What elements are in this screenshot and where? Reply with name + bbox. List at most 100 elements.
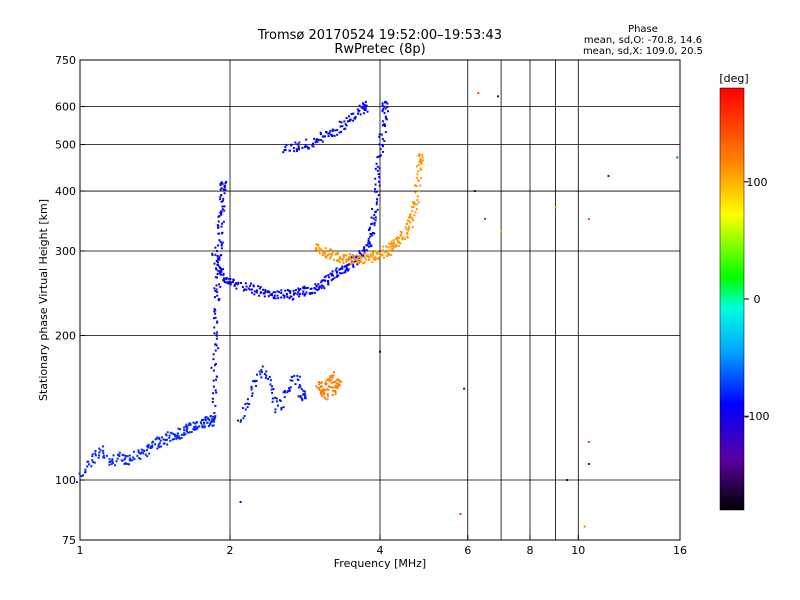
data-point <box>222 279 225 282</box>
data-point <box>157 444 160 447</box>
data-point <box>122 454 125 457</box>
data-point <box>359 259 362 262</box>
data-point <box>368 226 371 229</box>
data-point <box>222 273 225 276</box>
x-tick-label: 10 <box>571 544 585 557</box>
data-point <box>371 261 374 264</box>
data-point <box>168 434 171 437</box>
data-point <box>362 254 365 257</box>
data-point <box>362 103 365 106</box>
data-point <box>269 383 272 386</box>
data-point <box>358 104 361 107</box>
data-point <box>278 291 281 294</box>
data-point <box>214 389 217 392</box>
data-point <box>363 246 366 249</box>
data-point <box>244 403 247 406</box>
data-point <box>317 286 320 289</box>
data-point <box>218 256 221 259</box>
data-point <box>587 217 590 220</box>
y-axis-ticks: 75 100 200 300 400 500 600 750 <box>55 54 85 547</box>
data-point <box>276 404 279 407</box>
data-point <box>415 176 418 179</box>
data-point <box>169 439 172 442</box>
data-point <box>377 180 380 183</box>
data-point <box>384 251 387 254</box>
data-point <box>411 217 414 220</box>
data-point <box>371 251 374 254</box>
data-point <box>194 422 197 425</box>
data-point <box>318 388 321 391</box>
data-point <box>381 102 384 105</box>
data-point <box>158 446 161 449</box>
data-point <box>205 416 208 419</box>
data-point <box>239 420 242 423</box>
data-point <box>242 417 245 420</box>
data-point <box>178 435 181 438</box>
data-point <box>297 378 300 381</box>
data-point <box>378 167 381 170</box>
data-point <box>221 199 224 202</box>
data-point <box>323 393 326 396</box>
data-point <box>385 255 388 258</box>
data-point <box>180 433 183 436</box>
data-point <box>260 291 263 294</box>
data-point <box>676 156 679 159</box>
data-point <box>221 268 224 271</box>
data-point <box>302 286 305 289</box>
data-point <box>288 149 291 152</box>
data-point <box>369 253 372 256</box>
data-point <box>324 382 327 385</box>
data-point <box>219 188 222 191</box>
data-point <box>463 387 466 390</box>
data-point <box>336 387 339 390</box>
data-point <box>404 226 407 229</box>
data-point <box>373 214 376 217</box>
data-point <box>209 422 212 425</box>
data-point <box>391 245 394 248</box>
data-point <box>391 242 394 245</box>
data-point <box>282 406 285 409</box>
data-point <box>352 119 355 122</box>
data-point <box>374 216 377 219</box>
data-point <box>188 431 191 434</box>
colorbar-gradient <box>719 87 745 511</box>
data-point <box>484 217 487 220</box>
data-point <box>359 255 362 258</box>
data-point <box>333 390 336 393</box>
data-point <box>392 246 395 249</box>
data-point <box>587 462 590 465</box>
data-point <box>333 258 336 261</box>
data-point <box>270 388 273 391</box>
data-point <box>154 443 157 446</box>
data-point <box>277 297 280 300</box>
data-point <box>146 455 149 458</box>
data-point <box>173 437 176 440</box>
data-point <box>363 250 366 253</box>
data-point <box>350 261 353 264</box>
data-point <box>118 451 121 454</box>
data-point <box>280 292 283 295</box>
data-point <box>367 240 370 243</box>
data-point <box>341 272 344 275</box>
data-point <box>379 254 382 257</box>
data-point <box>271 385 274 388</box>
data-point <box>174 435 177 438</box>
data-point <box>401 236 404 239</box>
data-point <box>387 246 390 249</box>
data-point <box>186 431 189 434</box>
data-point <box>320 287 323 290</box>
data-point <box>320 382 323 385</box>
data-point <box>352 112 355 115</box>
data-point <box>406 236 409 239</box>
data-point <box>325 131 328 134</box>
data-point <box>376 156 379 159</box>
data-point <box>411 201 414 204</box>
data-point <box>302 290 305 293</box>
data-point <box>157 443 160 446</box>
data-point <box>413 201 416 204</box>
data-point <box>258 287 261 290</box>
data-point <box>198 425 201 428</box>
data-point <box>164 438 167 441</box>
data-point <box>125 462 128 465</box>
